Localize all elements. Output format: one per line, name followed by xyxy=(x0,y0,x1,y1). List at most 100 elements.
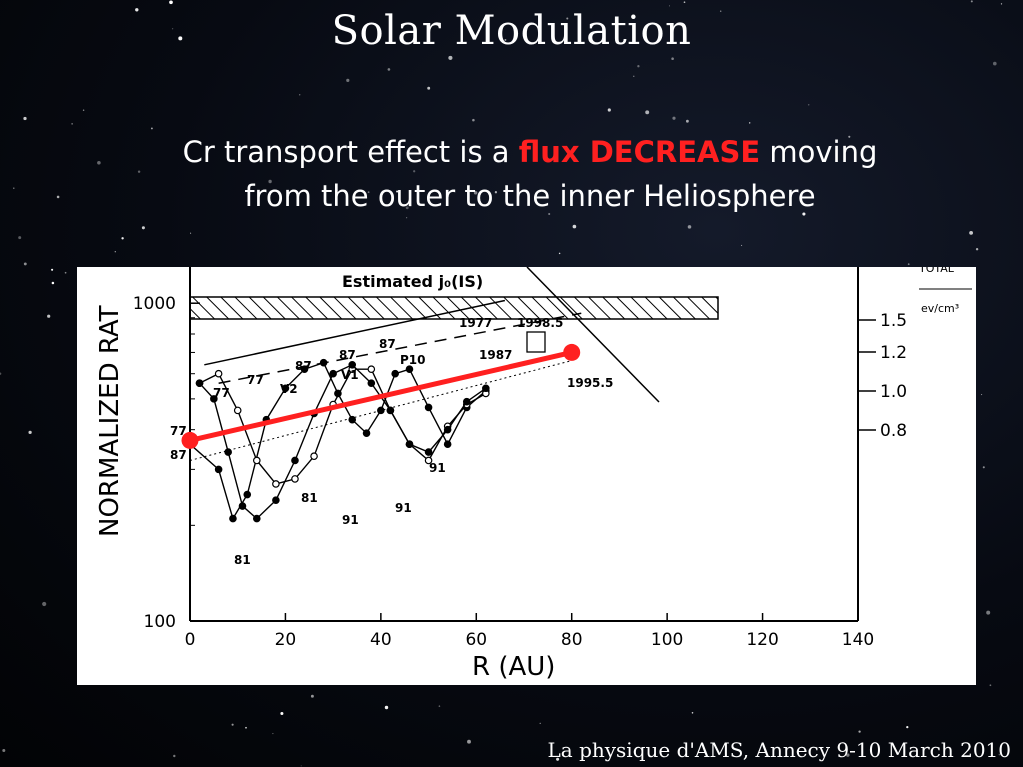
star xyxy=(986,610,991,615)
star xyxy=(396,190,399,193)
annotation-label: 87 xyxy=(170,448,187,462)
star xyxy=(981,394,983,396)
annotation-label: 77 xyxy=(170,424,187,438)
right-tick-label: 1.0 xyxy=(880,382,907,402)
data-point xyxy=(367,365,376,373)
data-point xyxy=(291,475,299,483)
x-tick-label: 100 xyxy=(651,630,683,650)
envelope-line-dashed xyxy=(218,312,582,384)
star xyxy=(427,86,431,90)
x-axis-label: R (AU) xyxy=(472,652,555,682)
star xyxy=(135,8,139,12)
data-point xyxy=(348,361,357,369)
star xyxy=(539,722,541,725)
star xyxy=(846,753,850,757)
x-tick-label: 40 xyxy=(370,630,392,650)
star xyxy=(691,712,694,714)
y-axis-label: NORMALIZED RAT xyxy=(95,305,125,537)
footer-text: La physique d'AMS, Annecy 9-10 March 201… xyxy=(547,738,1012,762)
star xyxy=(171,28,174,30)
star xyxy=(473,191,478,195)
data-point xyxy=(214,465,223,474)
star xyxy=(633,75,635,77)
data-point xyxy=(443,425,452,434)
data-point xyxy=(310,452,318,461)
annotation-label: P10 xyxy=(400,353,426,367)
x-tick-label: 120 xyxy=(746,630,778,650)
envelope-line-solid xyxy=(204,299,506,366)
star xyxy=(51,281,55,285)
star xyxy=(687,225,692,229)
right-tick-label: 1.2 xyxy=(880,343,907,363)
star xyxy=(272,733,274,735)
annotation-label: 77 xyxy=(247,373,264,387)
star xyxy=(28,430,32,435)
star xyxy=(121,237,124,240)
star xyxy=(82,109,85,112)
data-point xyxy=(377,406,385,415)
annotation-label: 81 xyxy=(301,491,318,505)
star xyxy=(150,127,153,130)
star xyxy=(970,0,973,3)
star xyxy=(23,116,27,121)
star xyxy=(310,694,314,698)
data-point xyxy=(362,429,371,437)
star xyxy=(190,232,192,234)
star xyxy=(607,108,611,112)
star xyxy=(97,161,101,165)
annotation-label: 1995.5 xyxy=(567,376,613,390)
subtitle-line-1: Cr transport effect is a flux DECREASE m… xyxy=(60,130,1000,174)
annotation-label: 87 xyxy=(379,337,396,351)
annotation-label: V2 xyxy=(280,382,298,396)
right-axis-title: TOTAL xyxy=(918,267,955,275)
right-tick-label: 0.8 xyxy=(880,421,907,441)
data-point xyxy=(405,440,414,449)
data-point xyxy=(367,379,376,388)
data-point xyxy=(253,514,261,523)
star xyxy=(245,726,247,729)
annotation-label: 81 xyxy=(234,553,251,567)
data-point xyxy=(291,456,299,465)
star xyxy=(346,78,350,82)
data-point xyxy=(424,403,433,412)
annotation-label: 87 xyxy=(339,348,356,362)
x-tick-label: 20 xyxy=(275,630,297,650)
series-line-v2 xyxy=(199,368,487,485)
star xyxy=(982,466,985,469)
chart-svg: 0 20 40 60 80 100 120 140 100 1000 1.5 1.2 1.0 0.8 Es… xyxy=(95,262,972,682)
star xyxy=(668,5,671,7)
star xyxy=(367,191,370,194)
star xyxy=(802,212,806,216)
star xyxy=(504,38,507,41)
subtitle-text-pre: Cr transport effect is a xyxy=(182,135,519,169)
data-point xyxy=(462,397,471,406)
star xyxy=(387,68,391,71)
marker-box-1998 xyxy=(526,331,546,353)
annotation-label: 87 xyxy=(295,359,312,373)
subtitle-line-2: from the outer to the inner Heliosphere xyxy=(244,179,816,213)
star xyxy=(719,10,722,12)
annotation-label: 1987 xyxy=(479,348,512,362)
data-point xyxy=(443,440,452,449)
star xyxy=(178,36,183,41)
data-point xyxy=(253,456,261,465)
star xyxy=(114,251,116,253)
y-tick-label: 100 xyxy=(144,612,176,632)
star xyxy=(906,725,909,729)
star xyxy=(268,179,272,184)
star xyxy=(56,195,60,199)
slide-subtitle: Cr transport effect is a flux DECREASE m… xyxy=(60,130,1000,218)
chart-figure: 0 20 40 60 80 100 120 140 100 1000 1.5 1.2 1.0 0.8 Es… xyxy=(77,262,976,685)
star xyxy=(572,224,577,229)
is-band xyxy=(189,296,719,320)
star xyxy=(671,57,674,60)
annotation-label: 91 xyxy=(342,513,359,527)
star xyxy=(71,123,73,125)
star xyxy=(300,765,302,767)
star xyxy=(556,757,560,761)
x-tick-label: 0 xyxy=(185,630,196,650)
diagonal-line xyxy=(526,266,660,403)
star xyxy=(42,601,47,607)
star xyxy=(975,248,979,251)
star xyxy=(741,244,743,246)
